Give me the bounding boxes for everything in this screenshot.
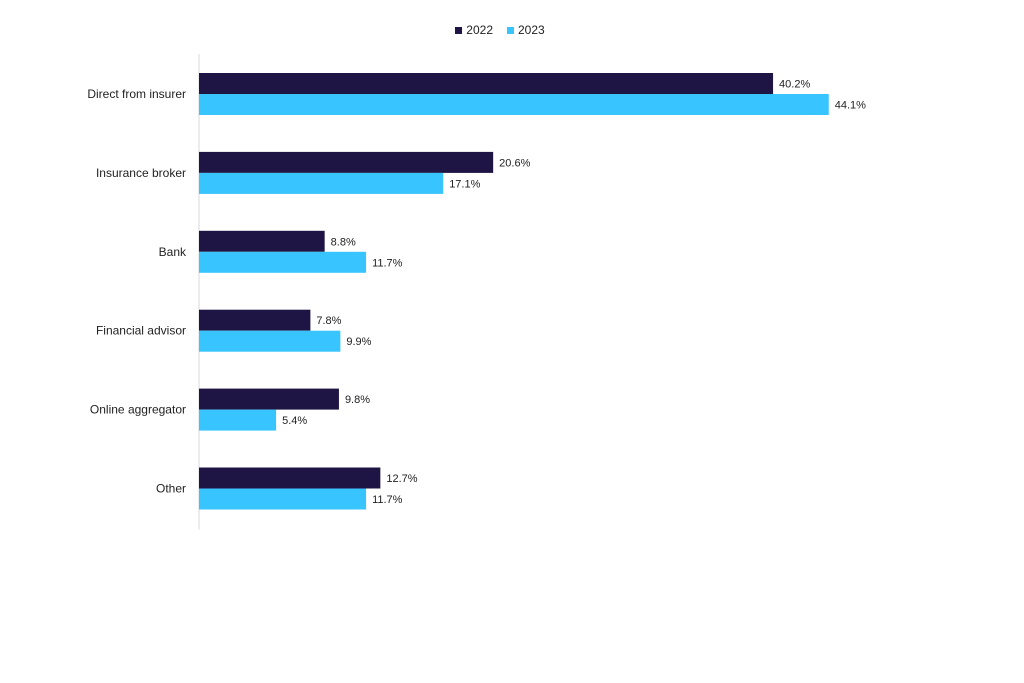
data-label-2022: 9.8% bbox=[345, 394, 370, 406]
bar-2023 bbox=[199, 251, 367, 273]
data-label-2023: 11.7% bbox=[372, 257, 403, 269]
bar-2022 bbox=[199, 467, 381, 489]
bar-2023 bbox=[199, 409, 277, 431]
data-label-2022: 7.8% bbox=[316, 315, 341, 327]
data-label-2023: 44.1% bbox=[835, 100, 866, 112]
bar-2022 bbox=[199, 151, 494, 173]
legend-item-2023: 2023 bbox=[507, 23, 545, 37]
category-label: Financial advisor bbox=[96, 324, 186, 338]
bar-2022 bbox=[199, 388, 339, 410]
bar-2023 bbox=[199, 488, 367, 510]
data-label-2023: 9.9% bbox=[346, 336, 371, 348]
legend: 2022 2023 bbox=[0, 23, 1000, 37]
bar-2022 bbox=[199, 230, 325, 252]
legend-swatch-2022 bbox=[455, 26, 463, 34]
category-label: Direct from insurer bbox=[87, 87, 186, 101]
data-label-2022: 8.8% bbox=[331, 236, 356, 248]
bar-2023 bbox=[199, 330, 341, 352]
category-label: Insurance broker bbox=[96, 166, 186, 180]
data-label-2022: 40.2% bbox=[779, 79, 810, 91]
data-label-2022: 12.7% bbox=[386, 473, 417, 485]
category-label: Bank bbox=[159, 245, 187, 259]
data-label-2023: 5.4% bbox=[282, 415, 307, 427]
data-label-2023: 17.1% bbox=[449, 178, 480, 190]
data-label-2022: 20.6% bbox=[499, 157, 530, 169]
legend-label-2023: 2023 bbox=[518, 23, 545, 37]
legend-item-2022: 2022 bbox=[455, 23, 493, 37]
data-label-2023: 11.7% bbox=[372, 494, 403, 506]
bar-2022 bbox=[199, 73, 774, 94]
category-label: Other bbox=[156, 482, 186, 496]
bar-2023 bbox=[199, 94, 829, 115]
legend-swatch-2023 bbox=[507, 26, 514, 34]
legend-label-2022: 2022 bbox=[466, 23, 493, 37]
category-label: Online aggregator bbox=[90, 403, 186, 417]
bar-2023 bbox=[199, 172, 444, 194]
bar-2022 bbox=[199, 309, 311, 331]
